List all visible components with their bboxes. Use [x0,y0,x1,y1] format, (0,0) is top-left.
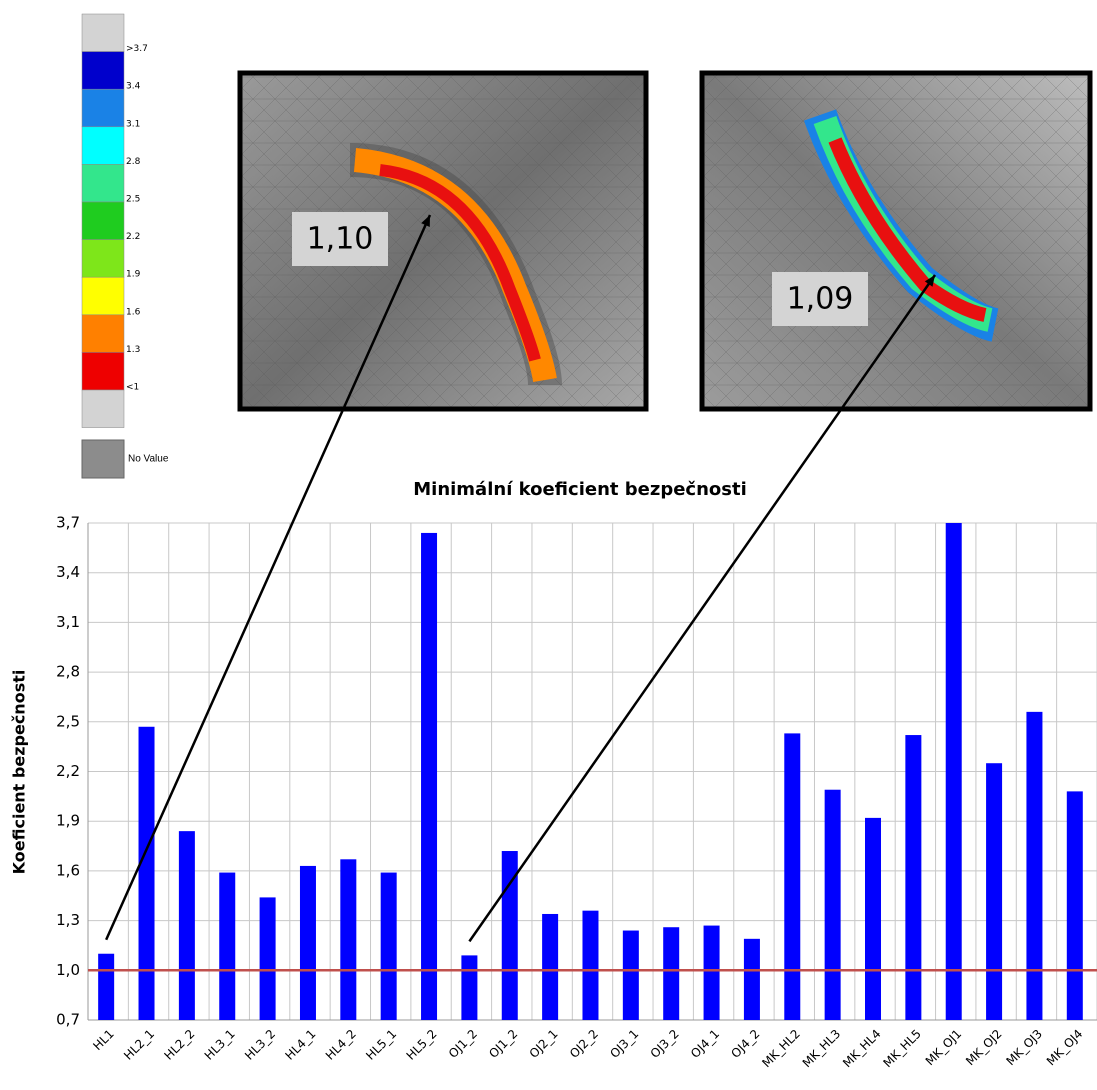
y-tick-label: 0,7 [56,1011,80,1029]
bar [986,763,1002,1020]
x-tick-label: OJ2_2 [567,1027,601,1061]
no-value-label: No Value [128,454,169,465]
x-tick-label: HL2_2 [161,1027,197,1063]
y-tick-label: 2,8 [56,663,80,681]
x-tick-label: OJ2_1 [527,1027,561,1061]
bar [1026,712,1042,1020]
y-tick-label: 1,3 [56,911,80,929]
scale-label: 3.1 [126,119,140,129]
no-value-swatch [82,440,124,478]
x-tick-label: OJ4_1 [688,1027,722,1061]
x-tick-label: OJ3_1 [607,1027,641,1061]
x-tick-label: HL2_1 [121,1027,157,1063]
scale-cell [82,240,124,278]
x-tick-label: HL5_1 [363,1027,399,1063]
x-tick-label: OJ4_2 [728,1027,762,1061]
scale-cell [82,52,124,90]
bar [582,911,598,1020]
bar [98,954,114,1020]
y-tick-label: 1,0 [56,961,80,979]
x-tick-label: MK_OJ3 [1003,1027,1045,1069]
x-tick-label: MK_OJ1 [923,1027,965,1069]
scale-label: 1.6 [126,307,141,317]
x-tick-label: HL5_2 [404,1027,440,1063]
x-tick-label: OJ1_2 [446,1027,480,1061]
annotation-label: 1,09 [787,282,854,317]
x-tick-label: HL3_1 [202,1027,238,1063]
bar [946,523,962,1020]
bar [623,931,639,1020]
y-tick-label: 3,1 [56,613,80,631]
y-tick-label: 2,2 [56,762,80,780]
bar [663,927,679,1020]
color-scale: >3.7 3.4 3.1 2.8 2.5 2.2 1.9 1.6 1.3 <1 No Value [82,14,169,478]
scale-label: >3.7 [126,44,148,54]
x-tick-label: OJ3_2 [648,1027,682,1061]
scale-cell [82,277,124,315]
scale-label: <1 [126,383,139,393]
chart: Minimální koeficient bezpečnosti Koefici… [0,0,1097,1090]
scale-label: 2.5 [126,195,140,205]
bar [300,866,316,1020]
x-tick-label: MK_OJ4 [1044,1027,1086,1069]
x-tick-label: HL4_2 [323,1027,359,1063]
y-tick-label: 2,5 [56,712,80,730]
bar [219,873,235,1020]
bar [784,733,800,1020]
scale-cell [82,14,124,52]
x-tick-label: OJ1_2 [486,1027,520,1061]
y-tick-label: 1,9 [56,812,80,830]
scale-cell [82,352,124,390]
y-tick-label: 3,4 [56,563,80,581]
bar [260,897,276,1020]
y-tick-label: 1,6 [56,861,80,879]
chart-title: Minimální koeficient bezpečnosti [413,479,747,500]
x-tick-label: MK_OJ2 [963,1027,1005,1069]
x-tick-label: MK_HL2 [759,1027,803,1071]
x-tick-label: HL1 [90,1027,116,1053]
scale-cell [82,164,124,202]
bar [744,939,760,1020]
scale-label: 2.2 [126,232,140,242]
bar [905,735,921,1020]
scale-label: 3.4 [126,82,141,92]
scale-cell [82,89,124,127]
scale-label: 1.9 [126,270,141,280]
fea-image-right [702,73,1090,409]
bar [825,790,841,1020]
y-axis-label: Koeficient bezpečnosti [10,670,29,875]
x-tick-label: MK_HL5 [880,1027,924,1071]
bar [542,914,558,1020]
scale-cell [82,127,124,165]
scale-cell [82,315,124,353]
bar [421,533,437,1020]
scale-label: 2.8 [126,157,141,167]
scale-cell [82,390,124,428]
scale-cell [82,202,124,240]
x-tick-label: MK_HL3 [800,1027,844,1071]
x-tick-label: HL3_2 [242,1027,278,1063]
bar [461,955,477,1020]
scale-label: 1.3 [126,345,140,355]
bar [179,831,195,1020]
bar [1067,791,1083,1020]
annotation-label: 1,10 [307,222,374,257]
x-tick-label: HL4_1 [283,1027,319,1063]
bar [381,873,397,1020]
y-tick-label: 3,7 [56,514,80,532]
bar [704,926,720,1020]
bar [139,727,155,1020]
x-tick-label: MK_HL4 [840,1027,884,1071]
bar [340,859,356,1020]
bar [865,818,881,1020]
